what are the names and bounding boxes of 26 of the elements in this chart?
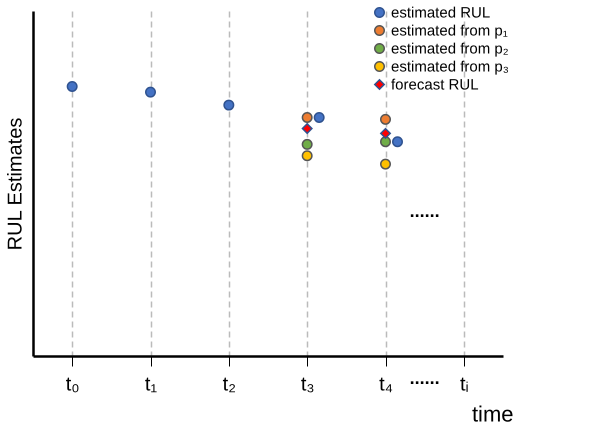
legend-label: forecast RUL bbox=[391, 76, 479, 94]
point bbox=[66, 80, 78, 92]
x-tick-label: t₄ bbox=[379, 374, 393, 396]
legend-label: estimated RUL bbox=[391, 4, 490, 22]
x-tick-label: t₃ bbox=[300, 374, 315, 396]
legend-label: estimated from p₃ bbox=[391, 58, 509, 76]
x-tick-label: tᵢ bbox=[460, 374, 469, 396]
point bbox=[380, 158, 391, 170]
annotation: ...... bbox=[410, 201, 440, 222]
point bbox=[380, 128, 391, 139]
legend-label: estimated from p₁ bbox=[391, 22, 508, 40]
point bbox=[302, 138, 313, 150]
point bbox=[145, 86, 156, 98]
point bbox=[380, 136, 391, 148]
point bbox=[380, 114, 391, 125]
point bbox=[302, 150, 313, 162]
x-tick-label: t₂ bbox=[222, 374, 236, 396]
point bbox=[302, 112, 313, 123]
point bbox=[302, 123, 313, 134]
y-axis-title: RUL Estimates bbox=[4, 118, 26, 250]
x-axis-title: time bbox=[472, 402, 514, 426]
x-tick-label: t₁ bbox=[144, 374, 158, 396]
text: ...... bbox=[410, 368, 440, 388]
legend-label: estimated from p₂ bbox=[391, 40, 509, 58]
x-tick-label: t₀ bbox=[66, 374, 80, 396]
point bbox=[223, 100, 234, 111]
